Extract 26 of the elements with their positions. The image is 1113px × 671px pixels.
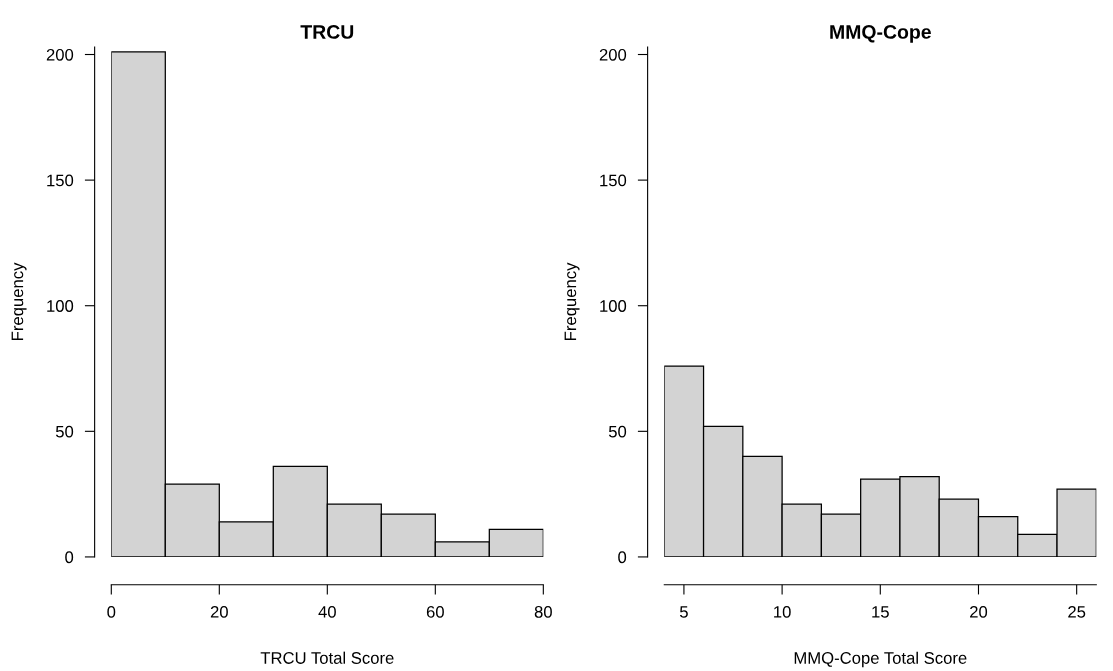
y-tick-label: 200 — [46, 48, 74, 61]
y-axis-title: Frequency — [11, 262, 27, 340]
x-tick-label: 80 — [534, 605, 552, 618]
y-tick-label: 50 — [608, 425, 627, 438]
x-tick-label: 20 — [970, 605, 988, 618]
y-axis-title: Frequency — [564, 262, 580, 340]
x-axis-title: MMQ-Cope Total Score — [794, 651, 967, 668]
x-axis-title: TRCU Total Score — [260, 651, 394, 664]
x-tick-label: 60 — [426, 605, 444, 618]
x-tick-label: 25 — [1068, 605, 1086, 618]
x-tick-label: 10 — [774, 605, 791, 618]
chart-title: MMQ-Cope — [830, 25, 931, 43]
y-tick-label: 100 — [600, 300, 627, 312]
x-tick-label: 40 — [318, 605, 336, 618]
y-tick-label: 150 — [47, 174, 74, 187]
x-tick-label: 15 — [872, 606, 889, 618]
x-tick-label: 20 — [210, 605, 228, 618]
chart-title: TRCU — [300, 25, 354, 39]
y-tick-label: 150 — [600, 174, 627, 187]
y-tick-label: 100 — [47, 300, 74, 312]
y-tick-label: 0 — [65, 551, 74, 564]
y-tick-label: 0 — [618, 551, 627, 564]
y-tick-label: 200 — [599, 48, 627, 61]
y-tick-label: 50 — [55, 425, 74, 438]
x-tick-label: 5 — [679, 606, 688, 618]
x-tick-label: 0 — [107, 605, 116, 618]
